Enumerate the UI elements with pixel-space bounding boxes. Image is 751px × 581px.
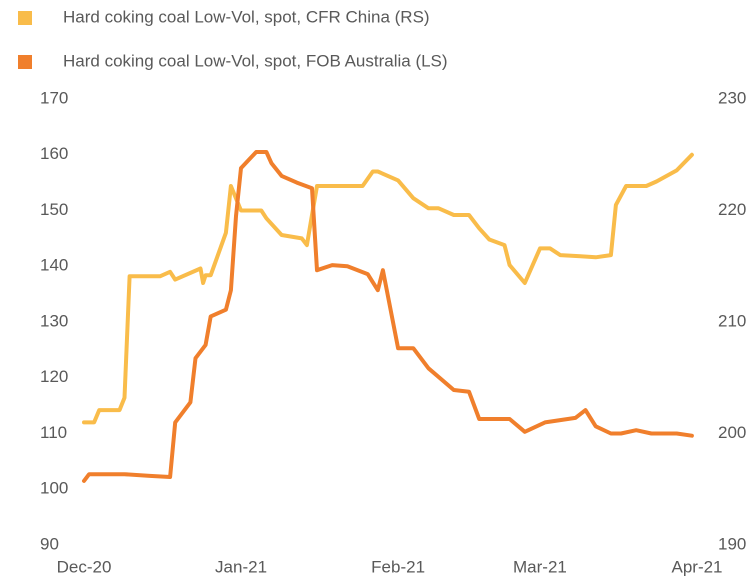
x-tick-label: Dec-20 (57, 557, 112, 576)
legend-swatch (18, 55, 32, 69)
y2-tick-label: 220 (718, 200, 746, 219)
y-tick-label: 110 (40, 423, 67, 442)
x-tick-label: Apr-21 (671, 557, 722, 576)
y2-tick-label: 200 (718, 423, 746, 442)
legend-swatch (18, 11, 32, 25)
series-line (82, 152, 694, 425)
legend-label: Hard coking coal Low-Vol, spot, FOB Aust… (63, 51, 448, 70)
series-line (82, 150, 694, 483)
y-tick-label: 120 (40, 367, 68, 386)
legend-label: Hard coking coal Low-Vol, spot, CFR Chin… (63, 7, 430, 26)
y-tick-label: 140 (40, 256, 68, 275)
y2-tick-label: 190 (718, 534, 746, 553)
y-tick-label: 130 (40, 311, 68, 330)
x-tick-label: Jan-21 (215, 557, 267, 576)
y-tick-label: 100 (40, 479, 68, 498)
x-tick-label: Mar-21 (513, 557, 567, 576)
y-tick-label: 160 (40, 144, 68, 163)
y2-tick-label: 230 (718, 88, 746, 107)
y-tick-label: 170 (40, 88, 68, 107)
y2-tick-label: 210 (718, 311, 746, 330)
y-tick-label: 90 (40, 534, 59, 553)
y-tick-label: 150 (40, 200, 68, 219)
x-tick-label: Feb-21 (371, 557, 425, 576)
